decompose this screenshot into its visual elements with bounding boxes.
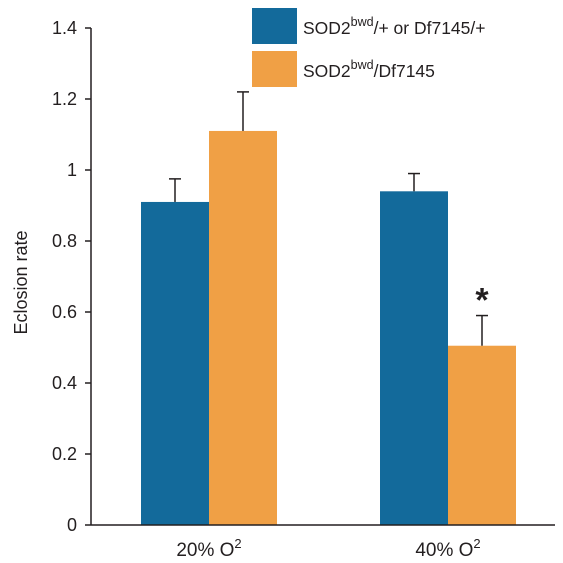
significance-star: * — [475, 282, 489, 320]
legend-label: SOD2bwd/+ or Df7145/+ — [303, 15, 485, 38]
bar — [209, 130, 277, 525]
x-category-label: 40% O2 — [415, 536, 480, 561]
bar — [141, 201, 209, 525]
y-tick-label: 0.4 — [52, 373, 77, 393]
bar — [380, 191, 448, 526]
legend-swatch — [252, 51, 297, 87]
legend-swatch — [252, 8, 297, 44]
annotations: * — [475, 282, 489, 320]
y-tick-label: 0.6 — [52, 302, 77, 322]
bars-layer — [141, 130, 516, 526]
bar — [448, 345, 516, 525]
legend: SOD2bwd/+ or Df7145/+ SOD2bwd/Df7145 — [252, 8, 485, 87]
y-tick-label: 0 — [67, 515, 77, 535]
x-category-labels: 20% O2 40% O2 — [176, 536, 480, 561]
y-ticks: 0 0.2 0.4 0.6 0.8 1 1.2 1.4 — [52, 18, 91, 535]
y-tick-label: 1.4 — [52, 18, 77, 38]
y-axis-title: Eclosion rate — [11, 230, 31, 334]
y-tick-label: 0.2 — [52, 444, 77, 464]
legend-label: SOD2bwd/Df7145 — [303, 58, 435, 81]
y-tick-label: 1 — [67, 160, 77, 180]
error-bars-layer — [169, 91, 488, 346]
x-category-label: 20% O2 — [176, 536, 241, 561]
y-tick-label: 0.8 — [52, 231, 77, 251]
y-tick-label: 1.2 — [52, 89, 77, 109]
